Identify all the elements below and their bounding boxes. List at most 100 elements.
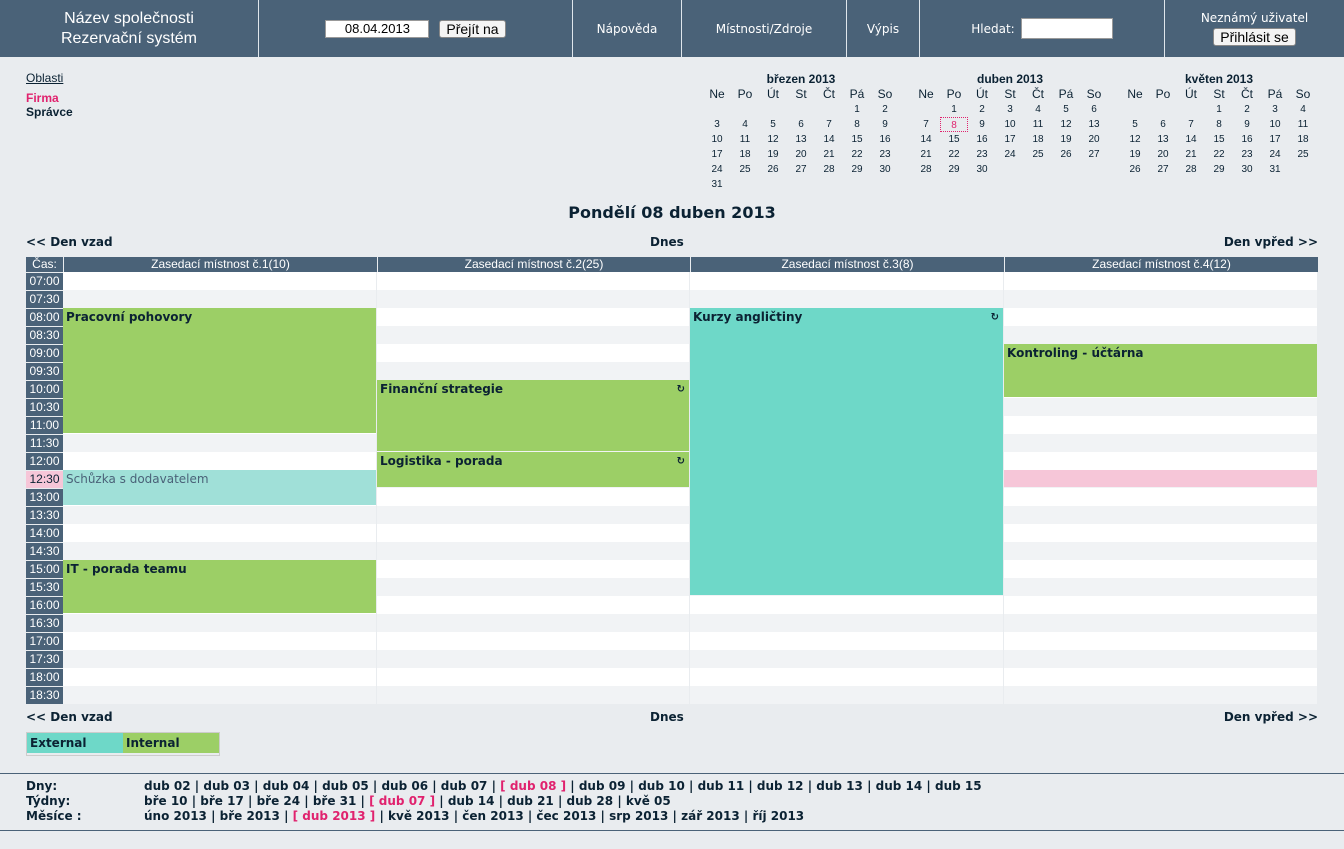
time-slot-cell[interactable] <box>63 632 376 650</box>
time-slot-cell[interactable] <box>690 614 1003 632</box>
login-button[interactable]: Přihlásit se <box>1213 28 1296 46</box>
time-slot-cell[interactable] <box>377 308 689 326</box>
time-slot-cell[interactable] <box>377 290 689 308</box>
calendar-day[interactable]: 15 <box>948 134 960 145</box>
calendar-day[interactable]: 22 <box>1213 149 1225 160</box>
time-slot-cell[interactable] <box>377 362 689 380</box>
calendar-day[interactable]: 11 <box>1297 119 1309 130</box>
area-item-firma[interactable]: Firma <box>26 91 59 105</box>
calendar-day[interactable]: 3 <box>1272 104 1278 115</box>
calendar-day[interactable]: 6 <box>798 119 804 130</box>
calendar-day[interactable]: 11 <box>1032 119 1044 130</box>
calendar-day[interactable]: 22 <box>851 149 863 160</box>
calendar-day[interactable]: 21 <box>920 149 932 160</box>
footer-day-link[interactable]: dub 12 <box>756 779 804 793</box>
calendar-day[interactable]: 7 <box>1188 119 1194 130</box>
footer-week-link[interactable]: bře 17 <box>200 794 244 808</box>
calendar-day[interactable]: 16 <box>879 134 891 145</box>
footer-month-link[interactable]: [ dub 2013 ] <box>292 809 376 823</box>
calendar-day[interactable]: 19 <box>1060 134 1072 145</box>
booking-entry[interactable]: Kurzy angličtiny ↻ <box>690 308 1003 595</box>
calendar-day[interactable]: 28 <box>823 164 835 175</box>
calendar-day[interactable]: 29 <box>1213 164 1225 175</box>
calendar-day[interactable]: 16 <box>976 134 988 145</box>
calendar-day[interactable]: 14 <box>823 134 835 145</box>
calendar-day[interactable]: 28 <box>920 164 932 175</box>
time-slot-cell[interactable] <box>377 686 689 704</box>
today-link[interactable]: Dnes <box>650 235 684 249</box>
footer-day-link[interactable]: dub 09 <box>578 779 626 793</box>
calendar-day[interactable]: 20 <box>1157 149 1169 160</box>
calendar-day[interactable]: 30 <box>1241 164 1253 175</box>
calendar-day[interactable]: 28 <box>1185 164 1197 175</box>
calendar-day[interactable]: 8 <box>1216 119 1222 130</box>
footer-week-link[interactable]: [ dub 07 ] <box>369 794 436 808</box>
time-slot-cell[interactable] <box>377 560 689 578</box>
calendar-day[interactable]: 7 <box>923 119 929 130</box>
calendar-day[interactable]: 8 <box>940 117 968 132</box>
time-slot-cell[interactable] <box>1004 614 1317 632</box>
footer-day-link[interactable]: dub 15 <box>935 779 982 793</box>
footer-day-link[interactable]: dub 11 <box>697 779 745 793</box>
time-slot-cell[interactable] <box>377 542 689 560</box>
time-slot-cell[interactable] <box>1004 326 1317 344</box>
time-slot-cell[interactable] <box>1004 686 1317 704</box>
calendar-day[interactable]: 30 <box>976 164 988 175</box>
nav-help[interactable]: Nápověda <box>573 0 682 57</box>
calendar-day[interactable]: 26 <box>1129 164 1141 175</box>
calendar-day[interactable]: 19 <box>767 149 779 160</box>
footer-day-link[interactable]: dub 10 <box>638 779 685 793</box>
booking-entry[interactable]: Finanční strategie ↻ <box>377 380 689 451</box>
calendar-day[interactable]: 10 <box>711 134 723 145</box>
calendar-day[interactable]: 1 <box>951 104 957 115</box>
calendar-day[interactable]: 2 <box>979 104 985 115</box>
time-slot-cell[interactable] <box>1004 434 1317 452</box>
footer-day-link[interactable]: [ dub 08 ] <box>500 779 567 793</box>
calendar-day[interactable]: 4 <box>1035 104 1041 115</box>
calendar-day[interactable]: 12 <box>1060 119 1072 130</box>
time-slot-cell[interactable] <box>377 632 689 650</box>
calendar-day[interactable]: 10 <box>1004 119 1016 130</box>
footer-day-link[interactable]: dub 04 <box>262 779 310 793</box>
time-slot-cell[interactable] <box>1004 290 1317 308</box>
time-slot-cell[interactable] <box>63 614 376 632</box>
room-header[interactable]: Zasedací místnost č.3(8) <box>690 257 1004 272</box>
time-slot-cell[interactable] <box>690 596 1003 614</box>
footer-day-link[interactable]: dub 02 <box>144 779 191 793</box>
date-input[interactable] <box>325 19 430 38</box>
footer-month-link[interactable]: čec 2013 <box>536 809 597 823</box>
mini-calendar-title[interactable]: duben 2013 <box>976 72 1044 86</box>
calendar-day[interactable]: 2 <box>1244 104 1250 115</box>
areas-title[interactable]: Oblasti <box>26 71 64 85</box>
calendar-day[interactable]: 23 <box>1241 149 1253 160</box>
calendar-day[interactable]: 23 <box>976 149 988 160</box>
footer-week-link[interactable]: dub 14 <box>447 794 495 808</box>
calendar-day[interactable]: 7 <box>826 119 832 130</box>
calendar-day[interactable]: 31 <box>711 179 723 190</box>
time-slot-cell[interactable] <box>63 542 376 560</box>
calendar-day[interactable]: 13 <box>795 134 807 145</box>
calendar-day[interactable]: 16 <box>1241 134 1253 145</box>
room-header[interactable]: Zasedací místnost č.4(12) <box>1004 257 1318 272</box>
time-slot-cell[interactable] <box>690 290 1003 308</box>
booking-entry[interactable]: Logistika - porada ↻ <box>377 452 689 487</box>
room-header[interactable]: Zasedací místnost č.2(25) <box>377 257 690 272</box>
calendar-day[interactable]: 5 <box>770 119 776 130</box>
time-slot-cell[interactable] <box>377 578 689 596</box>
time-slot-cell[interactable] <box>690 272 1003 290</box>
calendar-day[interactable]: 14 <box>920 134 932 145</box>
time-slot-cell[interactable] <box>63 452 376 470</box>
prev-day-link[interactable]: << Den vzad <box>26 235 113 249</box>
footer-day-link[interactable]: dub 13 <box>816 779 863 793</box>
time-slot-cell[interactable] <box>63 272 376 290</box>
calendar-day[interactable]: 1 <box>854 104 860 115</box>
time-slot-cell[interactable] <box>1004 506 1317 524</box>
calendar-day[interactable]: 24 <box>1269 149 1281 160</box>
calendar-day[interactable]: 26 <box>1060 149 1072 160</box>
calendar-day[interactable]: 17 <box>1269 134 1281 145</box>
time-slot-cell[interactable] <box>63 524 376 542</box>
search-input[interactable] <box>1020 18 1113 39</box>
calendar-day[interactable]: 25 <box>739 164 751 175</box>
booking-entry[interactable]: IT - porada teamu <box>63 560 376 613</box>
time-slot-cell[interactable] <box>1004 650 1317 668</box>
